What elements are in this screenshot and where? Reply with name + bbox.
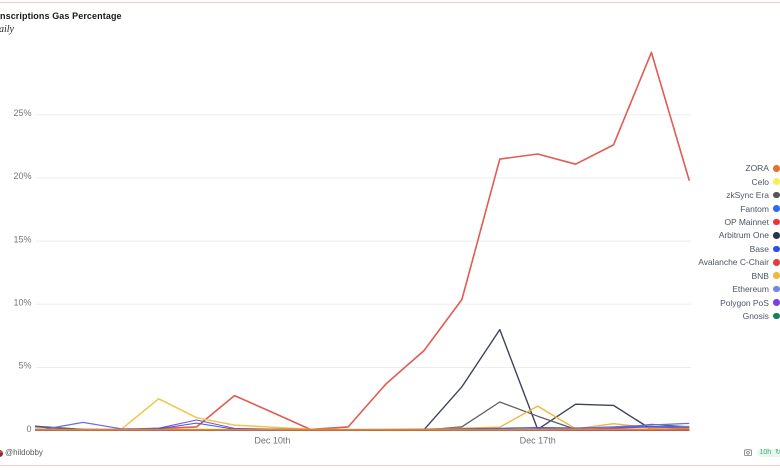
svg-text:5%: 5% — [18, 361, 31, 371]
svg-text:10%: 10% — [13, 298, 31, 308]
svg-text:Dec 17th: Dec 17th — [520, 436, 556, 446]
svg-text:0: 0 — [26, 424, 31, 434]
svg-text:15%: 15% — [13, 234, 31, 244]
svg-text:Dec 10th: Dec 10th — [254, 436, 290, 446]
svg-text:25%: 25% — [13, 108, 31, 118]
svg-text:20%: 20% — [13, 171, 31, 181]
